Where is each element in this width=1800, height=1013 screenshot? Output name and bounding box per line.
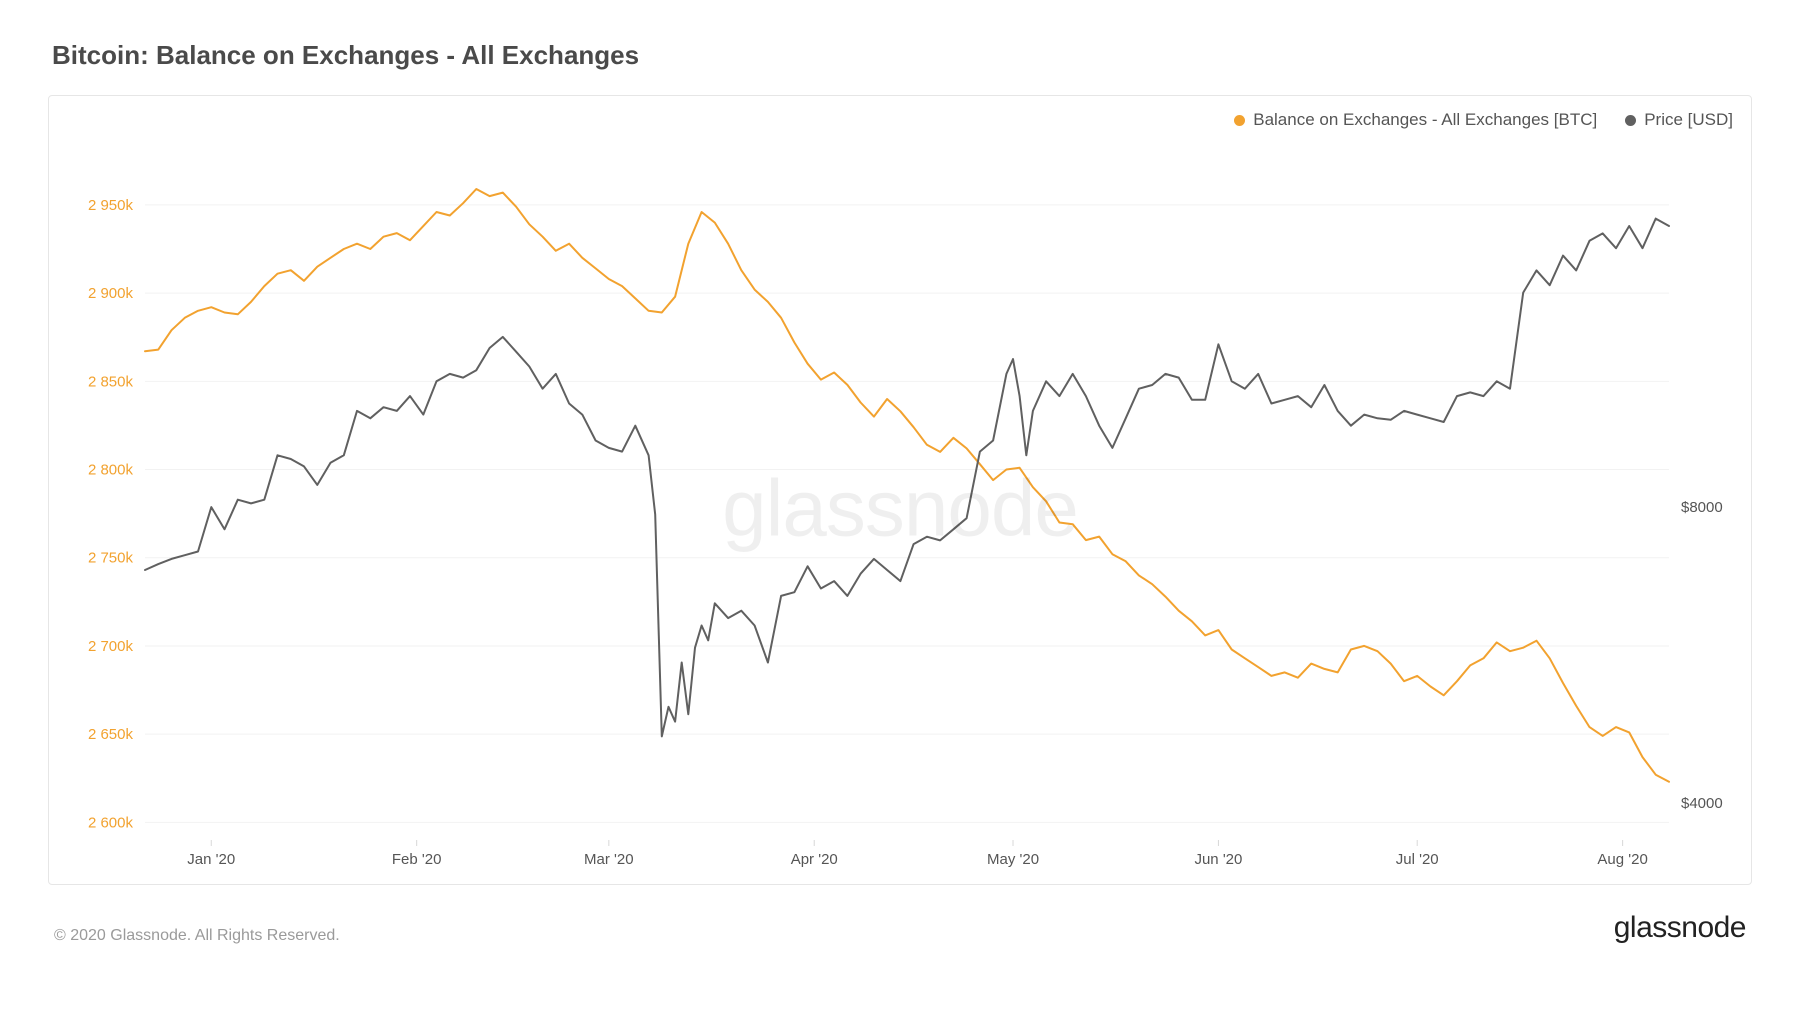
series-price [145,219,1669,737]
x-tick-label: Aug '20 [1597,851,1647,868]
y-left-tick-label: 2 700k [88,638,134,655]
x-tick-label: Jan '20 [187,851,235,868]
y-left-tick-label: 2 800k [88,462,134,479]
y-left-tick-label: 2 850k [88,373,134,390]
y-left-tick-label: 2 600k [88,814,134,831]
legend-label: Balance on Exchanges - All Exchanges [BT… [1253,110,1597,130]
copyright-text: © 2020 Glassnode. All Rights Reserved. [54,927,340,945]
legend-dot-icon [1234,115,1245,126]
y-left-tick-label: 2 750k [88,550,134,567]
chart-svg: 2 600k 2 650k 2 700k 2 750k 2 800k 2 850k 2 90… [49,142,1751,884]
y-right-tick-label: $4000 [1681,795,1723,812]
x-tick-label: Mar '20 [584,851,634,868]
y-left-tick-label: 2 950k [88,197,134,214]
y-left-tick-label: 2 650k [88,726,134,743]
legend-item: Price [USD] [1625,110,1733,130]
brand-logo: glassnode [1614,911,1746,945]
chart-container: Balance on Exchanges - All Exchanges [BT… [48,95,1752,885]
x-tick-label: May '20 [987,851,1039,868]
x-tick-label: Feb '20 [392,851,442,868]
legend-label: Price [USD] [1644,110,1733,130]
x-tick-label: Apr '20 [791,851,838,868]
plot-area: glassnode 2 600k2 650k2 700k2 750k2 800k… [49,142,1751,884]
series-balance [145,189,1669,782]
x-tick-label: Jun '20 [1194,851,1242,868]
chart-legend: Balance on Exchanges - All Exchanges [BT… [1234,110,1733,130]
y-left-tick-label: 2 900k [88,285,134,302]
legend-item: Balance on Exchanges - All Exchanges [BT… [1234,110,1597,130]
x-tick-label: Jul '20 [1396,851,1439,868]
legend-dot-icon [1625,115,1636,126]
chart-title: Bitcoin: Balance on Exchanges - All Exch… [52,40,1752,71]
y-right-tick-label: $8000 [1681,499,1723,516]
